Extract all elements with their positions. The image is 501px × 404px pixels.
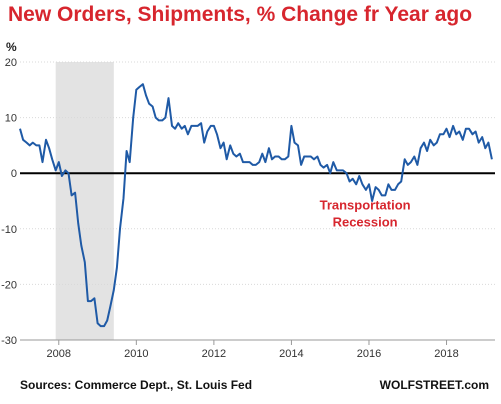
y-tick-label: -30 bbox=[1, 335, 17, 347]
recession-shading bbox=[55, 62, 114, 340]
y-axis-unit-label: % bbox=[6, 40, 17, 54]
x-tick-label: 2018 bbox=[434, 348, 458, 360]
chart-title: New Orders, Shipments, % Change fr Year … bbox=[8, 3, 473, 26]
annotation-text: Transportation bbox=[320, 197, 411, 212]
x-tick-label: 2016 bbox=[357, 348, 381, 360]
x-tick-label: 2012 bbox=[202, 348, 226, 360]
series-line bbox=[19, 83, 493, 328]
annotation-text: Recession bbox=[333, 214, 398, 229]
y-tick-label: 10 bbox=[5, 113, 17, 125]
x-tick-label: 2014 bbox=[279, 348, 303, 360]
y-tick-label: -10 bbox=[1, 224, 17, 236]
y-tick-label: 0 bbox=[11, 168, 17, 180]
brand-watermark: WOLFSTREET.com bbox=[379, 378, 489, 392]
y-tick-label: -20 bbox=[1, 279, 17, 291]
x-tick-label: 2010 bbox=[124, 348, 148, 360]
y-tick-label: 20 bbox=[5, 57, 17, 69]
x-tick-label: 2008 bbox=[47, 348, 71, 360]
source-note: Sources: Commerce Dept., St. Louis Fed bbox=[20, 378, 253, 392]
